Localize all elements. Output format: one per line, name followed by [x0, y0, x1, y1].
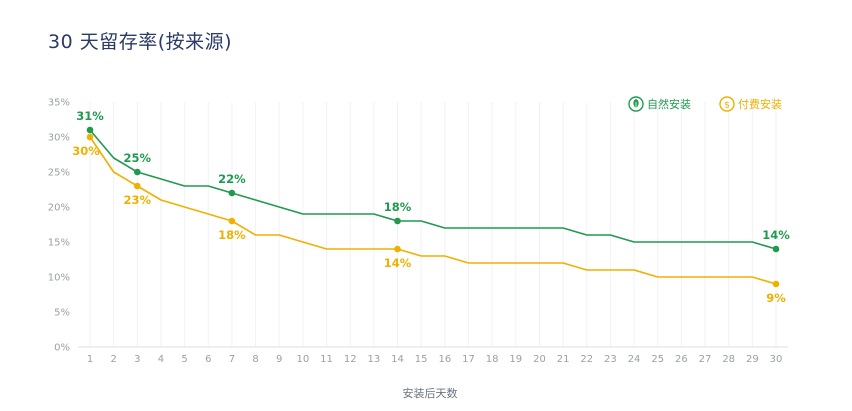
x-tick-label: 13 — [367, 354, 380, 365]
data-label: 25% — [124, 151, 152, 165]
x-tick-label: 10 — [297, 354, 310, 365]
x-tick-label: 15 — [415, 354, 428, 365]
grid-lines — [78, 102, 788, 348]
y-tick-label: 35% — [48, 98, 70, 109]
y-axis-ticks: 0% 5% 10% 15% 20% 25% 30% 35% — [48, 98, 70, 354]
data-label: 23% — [124, 193, 152, 207]
legend: 自然安装 $ 付费安装 — [628, 96, 782, 112]
x-tick-label: 22 — [580, 354, 593, 365]
x-tick-label: 1 — [87, 354, 93, 365]
x-tick-label: 8 — [252, 354, 258, 365]
y-tick-label: 0% — [54, 343, 70, 354]
x-tick-label: 19 — [509, 354, 522, 365]
data-label: 14% — [762, 228, 790, 242]
data-label: 30% — [72, 144, 100, 158]
x-tick-label: 9 — [276, 354, 282, 365]
y-tick-label: 30% — [48, 133, 70, 144]
data-label: 18% — [218, 228, 246, 242]
data-point[interactable] — [228, 217, 236, 225]
x-tick-label: 16 — [438, 354, 451, 365]
series-lines — [89, 129, 777, 285]
data-point[interactable] — [86, 133, 94, 141]
chart-title: 30 天留存率(按来源) — [48, 31, 233, 53]
legend-item-organic[interactable]: 自然安装 — [628, 96, 691, 112]
x-tick-label: 24 — [628, 354, 641, 365]
series-line-paid — [89, 136, 777, 285]
data-point[interactable] — [394, 217, 401, 225]
data-point[interactable] — [772, 280, 780, 288]
x-tick-label: 26 — [675, 354, 688, 365]
x-tick-label: 17 — [462, 354, 475, 365]
leaf-icon — [628, 96, 644, 112]
x-tick-label: 7 — [229, 354, 235, 365]
data-point[interactable] — [772, 245, 780, 253]
x-tick-label: 23 — [604, 354, 617, 365]
x-tick-label: 6 — [205, 354, 211, 365]
x-tick-label: 5 — [181, 354, 187, 365]
x-tick-label: 11 — [320, 354, 333, 365]
x-axis-ticks: 1 2 3 4 5 6 7 8 9 10 11 12 13 14 15 16 17 18 19 20 21 22 23 24 2… — [87, 354, 783, 365]
data-point[interactable] — [228, 189, 236, 197]
x-tick-label: 25 — [651, 354, 664, 365]
series-markers — [86, 126, 780, 288]
x-tick-label: 21 — [557, 354, 570, 365]
x-tick-label: 4 — [158, 354, 164, 365]
legend-label-organic: 自然安装 — [647, 97, 691, 111]
x-tick-label: 2 — [110, 354, 116, 365]
data-point[interactable] — [86, 126, 94, 134]
y-tick-label: 15% — [48, 238, 70, 249]
dollar-coin-icon: $ — [719, 96, 735, 112]
x-axis-label: 安装后天数 — [403, 386, 458, 400]
x-tick-label: 28 — [722, 354, 735, 365]
data-point[interactable] — [134, 168, 141, 176]
x-tick-label: 29 — [746, 354, 759, 365]
x-tick-label: 12 — [344, 354, 357, 365]
x-tick-label: 20 — [533, 354, 546, 365]
x-tick-label: 30 — [770, 354, 783, 365]
x-tick-label: 3 — [134, 354, 140, 365]
data-point[interactable] — [394, 245, 401, 253]
x-tick-label: 18 — [486, 354, 499, 365]
data-point[interactable] — [134, 182, 141, 190]
data-label: 9% — [766, 291, 786, 305]
data-label: 18% — [384, 200, 412, 214]
y-tick-label: 25% — [48, 168, 70, 179]
legend-item-paid[interactable]: $ 付费安装 — [719, 96, 782, 112]
data-label: 22% — [218, 172, 246, 186]
data-label: 31% — [76, 109, 104, 123]
x-tick-label: 14 — [391, 354, 404, 365]
svg-text:$: $ — [724, 101, 730, 111]
series-line-organic — [89, 129, 777, 250]
legend-label-paid: 付费安装 — [738, 97, 782, 111]
data-label: 14% — [384, 256, 412, 270]
y-tick-label: 5% — [54, 308, 70, 319]
y-tick-label: 20% — [48, 203, 70, 214]
y-tick-label: 10% — [48, 273, 70, 284]
x-tick-label: 27 — [699, 354, 712, 365]
data-labels: 31% 25% 22% 18% 14% 30% 23% 18% 14% 9% — [72, 109, 790, 305]
